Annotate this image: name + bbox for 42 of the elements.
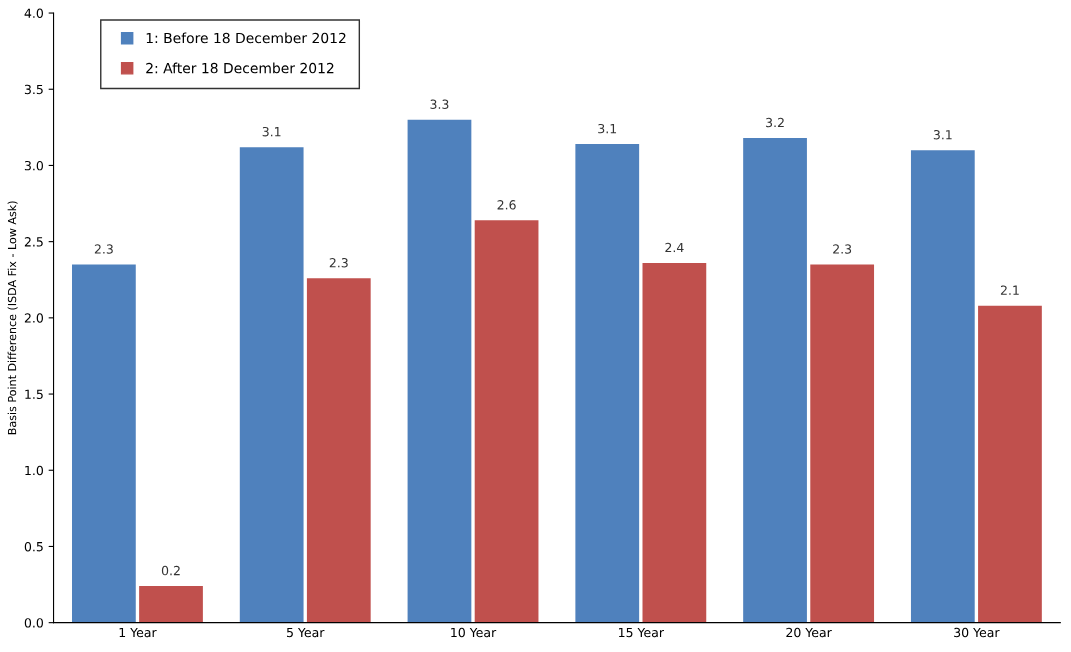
y-tick-label: 1.0: [25, 465, 43, 476]
y-tick-label: 2.5: [24, 237, 43, 247]
bar: [642, 262, 707, 623]
data-label: 2.3: [94, 244, 113, 254]
legend-label: 2: After 18 December 2012: [146, 62, 334, 74]
bar: [239, 147, 304, 623]
y-tick-label: 0.0: [24, 618, 43, 628]
bar: [407, 119, 472, 623]
x-tick-label: 30 Year: [954, 627, 1000, 638]
data-label: 3.2: [766, 117, 784, 128]
data-label: 2.4: [665, 242, 684, 253]
data-label: 2.3: [833, 244, 852, 254]
y-tick-label: 3.0: [24, 160, 43, 171]
y-tick-label: 3.5: [24, 84, 43, 95]
bar: [910, 150, 975, 623]
data-label: 3.1: [262, 126, 281, 137]
x-tick-label: 5 Year: [287, 627, 325, 638]
y-axis-title: Basis Point Difference (ISDA Fix - Low Ask): [7, 201, 18, 435]
legend-label: 1: Before 18 December 2012: [146, 32, 346, 44]
y-tick-label: 0.5: [24, 541, 43, 552]
bar: [810, 264, 875, 623]
bar: [978, 305, 1042, 623]
data-label: 3.1: [598, 123, 617, 134]
x-tick-label: 1 Year: [119, 627, 157, 638]
bar: [575, 144, 640, 623]
data-label: 3.3: [430, 99, 449, 109]
data-label: 2.6: [497, 200, 516, 210]
y-tick-label: 2.0: [24, 313, 43, 323]
x-tick-label: 20 Year: [786, 627, 832, 638]
bar: [743, 138, 807, 623]
x-tick-label: 10 Year: [451, 627, 497, 638]
bar: [306, 278, 371, 623]
data-label: 2.1: [1000, 285, 1019, 295]
bar: [474, 220, 539, 623]
data-label: 2.3: [329, 258, 348, 268]
x-tick-label: 15 Year: [619, 627, 664, 638]
data-label: 0.2: [161, 565, 180, 576]
bar: [72, 264, 136, 623]
bar: [139, 586, 203, 623]
y-tick-label: 1.5: [25, 389, 43, 399]
y-tick-label: 4.0: [24, 8, 43, 18]
data-label: 3.1: [933, 129, 952, 140]
